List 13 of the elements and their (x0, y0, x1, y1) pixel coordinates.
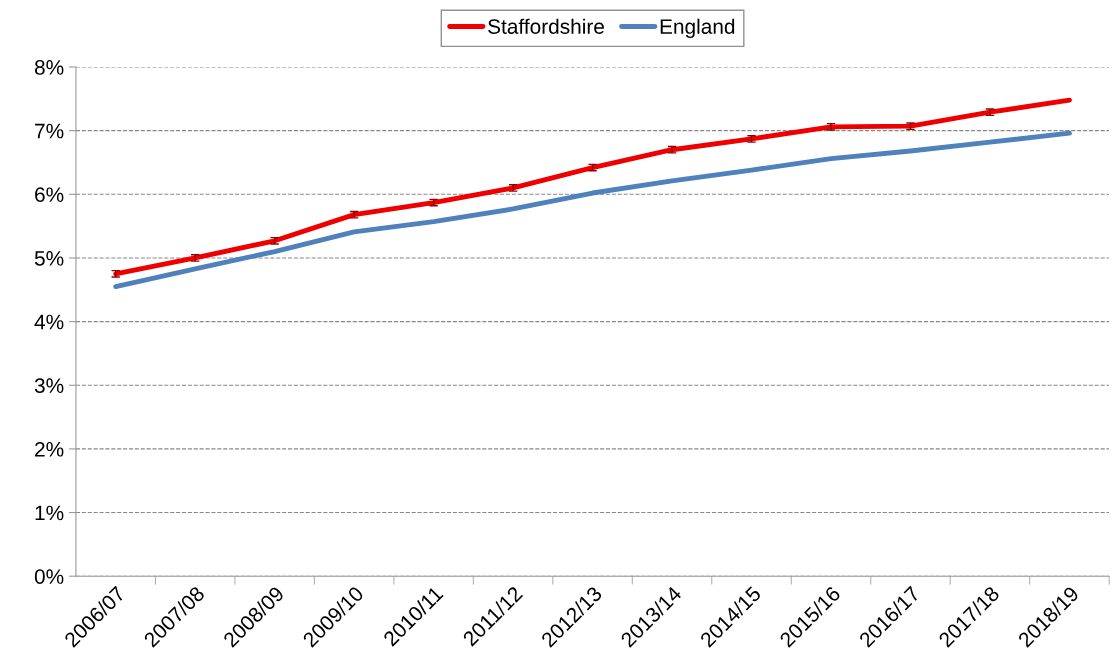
y-tick-label: 7% (35, 123, 64, 139)
legend-label: Staffordshire (488, 18, 604, 34)
y-tick-label: 8% (34, 60, 64, 75)
line-series (113, 97, 1072, 277)
y-tick-label: 0% (34, 569, 64, 584)
y-tick-label: 2% (35, 441, 64, 457)
legend-label: England (660, 18, 735, 39)
line-series (113, 130, 1072, 290)
y-tick-label: 1% (35, 505, 64, 521)
y-tick-label: 3% (34, 378, 64, 393)
y-tick-label: 5% (34, 251, 64, 266)
y-tick-label: 4% (34, 314, 64, 330)
y-tick-label: 6% (35, 187, 64, 203)
